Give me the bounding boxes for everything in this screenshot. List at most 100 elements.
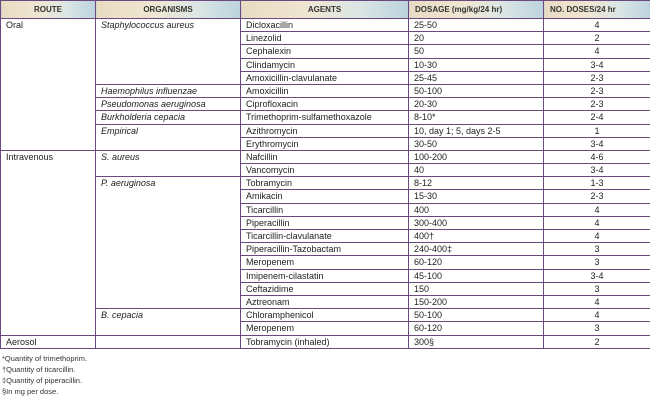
dosage-cell: 20-30: [408, 97, 544, 112]
organism-cell: Empirical: [95, 123, 241, 151]
agent-cell: Tobramycin: [240, 176, 409, 191]
doses-cell: 3-4: [543, 136, 650, 151]
agent-cell: Ticarcillin-clavulanate: [240, 228, 409, 244]
dosage-cell: 8-10*: [408, 110, 544, 125]
table-row: Vancomycin 40 3-4: [1, 163, 650, 178]
doses-cell: 3-4: [543, 268, 650, 283]
table-row: Clindamycin 10-30 3-4: [1, 57, 650, 72]
agent-cell: Dicloxacillin: [240, 17, 409, 33]
dosage-cell: 50-100: [408, 83, 544, 99]
table-row: Intravenous S. aureus Nafcillin 100-200 4-6: [0, 149, 650, 336]
agent-cell: Aztreonam: [240, 294, 409, 310]
agent-cell: Ciprofloxacin: [240, 97, 409, 112]
agent-cell: Linezolid: [240, 31, 409, 46]
route-cell: Oral: [0, 18, 96, 151]
table-row: B. cepacia Chloramphenicol 50-100 4: [1, 308, 650, 336]
agent-cell: Trimethoprim-sulfamethoxazole: [240, 110, 409, 125]
agent-cell: Piperacillin: [240, 215, 409, 231]
organism-cell: B. cepacia: [95, 308, 241, 336]
doses-cell: 2-4: [543, 110, 650, 125]
header-dosage: DOSAGE (mg/kg/24 hr): [408, 0, 544, 19]
doses-cell: 2: [543, 334, 650, 349]
header-route: ROUTE: [0, 0, 96, 19]
footnote: *Quantity of trimethoprim.: [2, 353, 88, 363]
dosage-cell: 20: [408, 31, 544, 46]
table-row: Ceftazidime 150 3: [1, 281, 650, 296]
doses-cell: 2: [543, 31, 650, 46]
route-cell: Aerosol: [0, 334, 96, 349]
dosage-cell: 400: [408, 202, 544, 217]
agent-cell: Vancomycin: [240, 163, 409, 178]
doses-cell: 1-3: [543, 176, 650, 191]
header-row: ROUTE ORGANISMS AGENTS DOSAGE (mg/kg/24 …: [0, 0, 650, 19]
dosage-cell: 300§: [408, 334, 544, 349]
table-row: Piperacillin-Tazobactam 240-400‡ 3: [1, 242, 650, 257]
header-doses: NO. DOSES/24 hr: [543, 0, 650, 19]
doses-cell: 3-4: [543, 57, 650, 72]
dosage-cell: 60-120: [408, 321, 544, 336]
header-agents: AGENTS: [240, 0, 409, 19]
doses-cell: 2-3: [543, 97, 650, 112]
table-row: Linezolid 20 2: [1, 31, 650, 46]
agent-cell: Ticarcillin: [240, 202, 409, 217]
doses-cell: 3: [543, 242, 650, 257]
dosage-cell: 60-120: [408, 255, 544, 270]
table-row: Burkholderia cepacia Trimethoprim-sulfame…: [1, 110, 650, 125]
dosage-cell: 300-400: [408, 215, 544, 231]
doses-cell: 4-6: [543, 149, 650, 165]
doses-cell: 1: [543, 123, 650, 138]
organism-cell: Staphylococcus aureus: [95, 18, 241, 85]
table-row: Aerosol Tobramycin (inhaled) 300§ 2: [0, 334, 650, 349]
table-row: Haemophilus influenzae Amoxicillin 50-100 2…: [1, 83, 650, 99]
doses-cell: 4: [543, 44, 650, 59]
dosage-cell: 400†: [408, 228, 544, 244]
dosage-cell: 45-100: [408, 268, 544, 283]
dosage-table: ROUTE ORGANISMS AGENTS DOSAGE (mg/kg/24 …: [0, 0, 650, 349]
agent-cell: Clindamycin: [240, 57, 409, 72]
dosage-cell: 100-200: [408, 149, 544, 165]
route-cell: Intravenous: [0, 149, 96, 336]
table-row: Meropenem 60-120 3: [1, 255, 650, 270]
table-row: Meropenem 60-120 3: [1, 321, 650, 336]
table-row: Ticarcillin 400 4: [1, 202, 650, 217]
doses-cell: 3: [543, 321, 650, 336]
organism-cell: P. aeruginosa: [95, 176, 241, 310]
doses-cell: 4: [543, 17, 650, 33]
agent-cell: Amikacin: [240, 189, 409, 204]
agent-cell: Piperacillin-Tazobactam: [240, 242, 409, 257]
footnote: †Quantity of ticarcillin.: [2, 364, 76, 374]
agent-cell: Chloramphenicol: [240, 308, 409, 323]
dosage-cell: 150: [408, 281, 544, 296]
table-row: Pseudomonas aeruginosa Ciprofloxacin 20-30…: [1, 97, 650, 112]
footnote: ‡Quantity of piperacillin.: [2, 375, 83, 385]
organism-cell: Haemophilus influenzae: [95, 83, 241, 99]
agent-cell: Ceftazidime: [240, 281, 409, 296]
dosage-cell: 10, day 1; 5, days 2-5: [408, 123, 544, 138]
dosage-cell: 40: [408, 163, 544, 178]
doses-cell: 3: [543, 255, 650, 270]
organism-cell: [95, 334, 241, 349]
agent-cell: Meropenem: [240, 255, 409, 270]
agent-cell: Tobramycin (inhaled): [240, 334, 409, 349]
doses-cell: 4: [543, 202, 650, 217]
table-row: Imipenem-cilastatin 45-100 3-4: [1, 268, 650, 283]
table-row: Empirical Azithromycin 10, day 1; 5, days …: [1, 123, 650, 151]
agent-cell: Erythromycin: [240, 136, 409, 151]
doses-cell: 2-3: [543, 70, 650, 85]
doses-cell: 3: [543, 281, 650, 296]
header-organisms: ORGANISMS: [95, 0, 241, 19]
table-row: P. aeruginosa Tobramycin 8-12 1-3: [1, 176, 650, 310]
doses-cell: 4: [543, 228, 650, 244]
agent-cell: Nafcillin: [240, 149, 409, 165]
organism-cell: Pseudomonas aeruginosa: [95, 97, 241, 112]
doses-cell: 4: [543, 308, 650, 323]
dosage-cell: 15-30: [408, 189, 544, 204]
agent-cell: Azithromycin: [240, 123, 409, 138]
dosage-cell: 25-50: [408, 17, 544, 33]
organism-cell: S. aureus: [95, 149, 241, 178]
doses-cell: 3-4: [543, 163, 650, 178]
agent-cell: Meropenem: [240, 321, 409, 336]
table-row: Amoxicillin-clavulanate 25-45 2-3: [1, 70, 650, 85]
dosage-cell: 50-100: [408, 308, 544, 323]
footnotes: *Quantity of trimethoprim. †Quantity of t…: [0, 353, 650, 397]
